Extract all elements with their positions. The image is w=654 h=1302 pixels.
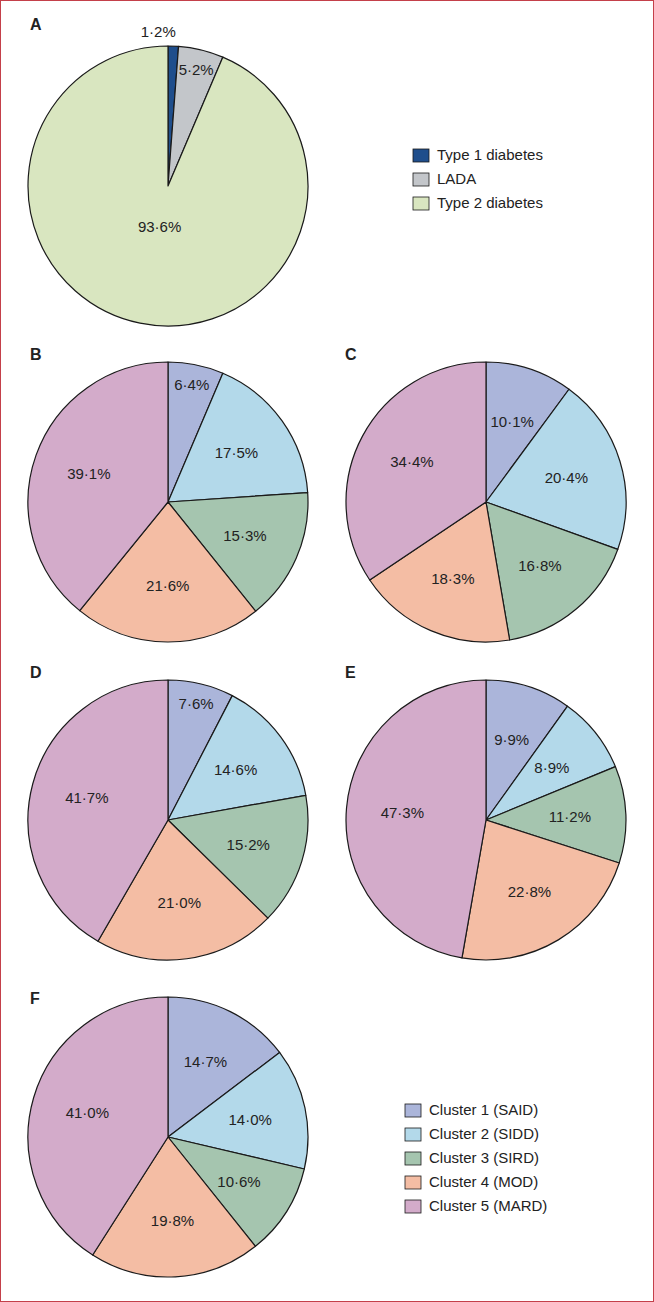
legend-label: LADA <box>437 170 476 187</box>
figure-border <box>1 1 654 1302</box>
legend-swatch <box>405 1104 421 1117</box>
pie-slice <box>28 362 168 611</box>
legend: Cluster 1 (SAID) Cluster 2 (SIDD) Cluster … <box>405 1101 547 1214</box>
data-label: 18·3% <box>431 570 474 587</box>
panel-letter: E <box>345 664 356 681</box>
data-label: 17·5% <box>215 444 258 461</box>
data-label: 21·0% <box>158 894 201 911</box>
legend-label: Type 1 diabetes <box>437 146 543 163</box>
data-label: 41·0% <box>66 1104 109 1121</box>
data-label: 15·3% <box>223 527 266 544</box>
figure: A 1·2% 5·2% 93·6% Type 1 diabetes LADA Type 2 … <box>0 0 654 1302</box>
data-label: 41·7% <box>65 789 108 806</box>
pie-slice <box>168 373 308 502</box>
pie-panel: B 6·4% 17·5% 15·3% 21·6% 39·1% <box>28 346 308 642</box>
legend-swatch <box>405 1128 421 1141</box>
data-label: 7·6% <box>179 695 214 712</box>
data-label: 21·6% <box>146 577 189 594</box>
data-label: 5·2% <box>179 61 214 78</box>
data-label: 9·9% <box>494 731 529 748</box>
legend: Type 1 diabetes LADA Type 2 diabetes <box>413 146 543 211</box>
pie-panel: C 10·1% 20·4% 16·8% 18·3% 34·4% <box>345 346 626 642</box>
legend-label: Cluster 5 (MARD) <box>429 1197 547 1214</box>
data-label: 22·8% <box>508 883 551 900</box>
pie-slice <box>28 46 308 326</box>
pie-panel: F 14·7% 14·0% 10·6% 19·8% 41·0% Cluster 1 (SAI… <box>28 990 547 1277</box>
data-label: 15·2% <box>227 836 270 853</box>
data-label: 93·6% <box>138 218 181 235</box>
panel-letter: C <box>345 346 357 363</box>
data-label: 6·4% <box>174 376 209 393</box>
pie-slice <box>462 820 619 960</box>
pie-panel: D 7·6% 14·6% 15·2% 21·0% 41·7% <box>28 664 308 960</box>
panel-letter: D <box>30 664 42 681</box>
data-label: 39·1% <box>67 465 110 482</box>
legend-swatch <box>405 1176 421 1189</box>
legend-label: Cluster 2 (SIDD) <box>429 1125 539 1142</box>
data-label: 19·8% <box>151 1212 194 1229</box>
panel-letter: F <box>30 990 40 1007</box>
legend-swatch <box>413 149 429 162</box>
pie-slice <box>28 997 168 1255</box>
legend-label: Cluster 1 (SAID) <box>429 1101 538 1118</box>
legend-swatch <box>413 197 429 210</box>
pie-panel: E 9·9% 8·9% 11·2% 22·8% 47·3% <box>345 664 626 960</box>
legend-swatch <box>413 173 429 186</box>
legend-label: Type 2 diabetes <box>437 194 543 211</box>
legend-swatch <box>405 1152 421 1165</box>
pie-slice <box>346 680 486 958</box>
pie-panel: A 1·2% 5·2% 93·6% Type 1 diabetes LADA Type 2 … <box>28 16 543 326</box>
data-label: 14·0% <box>228 1111 271 1128</box>
data-label: 10·1% <box>491 413 534 430</box>
data-label: 8·9% <box>534 759 569 776</box>
data-label: 14·7% <box>184 1053 227 1070</box>
panel-letter: A <box>30 16 42 33</box>
legend-swatch <box>405 1200 421 1213</box>
data-label: 1·2% <box>141 23 176 40</box>
pie-slice <box>346 362 486 580</box>
data-label: 11·2% <box>549 808 591 825</box>
legend-label: Cluster 4 (MOD) <box>429 1173 538 1190</box>
data-label: 14·6% <box>214 761 257 778</box>
data-label: 34·4% <box>390 453 433 470</box>
panel-letter: B <box>30 346 42 363</box>
data-label: 16·8% <box>518 557 561 574</box>
legend-label: Cluster 3 (SIRD) <box>429 1149 539 1166</box>
pie-slice <box>28 680 168 941</box>
data-label: 20·4% <box>545 469 588 486</box>
data-label: 10·6% <box>217 1173 260 1190</box>
data-label: 47·3% <box>381 804 424 821</box>
